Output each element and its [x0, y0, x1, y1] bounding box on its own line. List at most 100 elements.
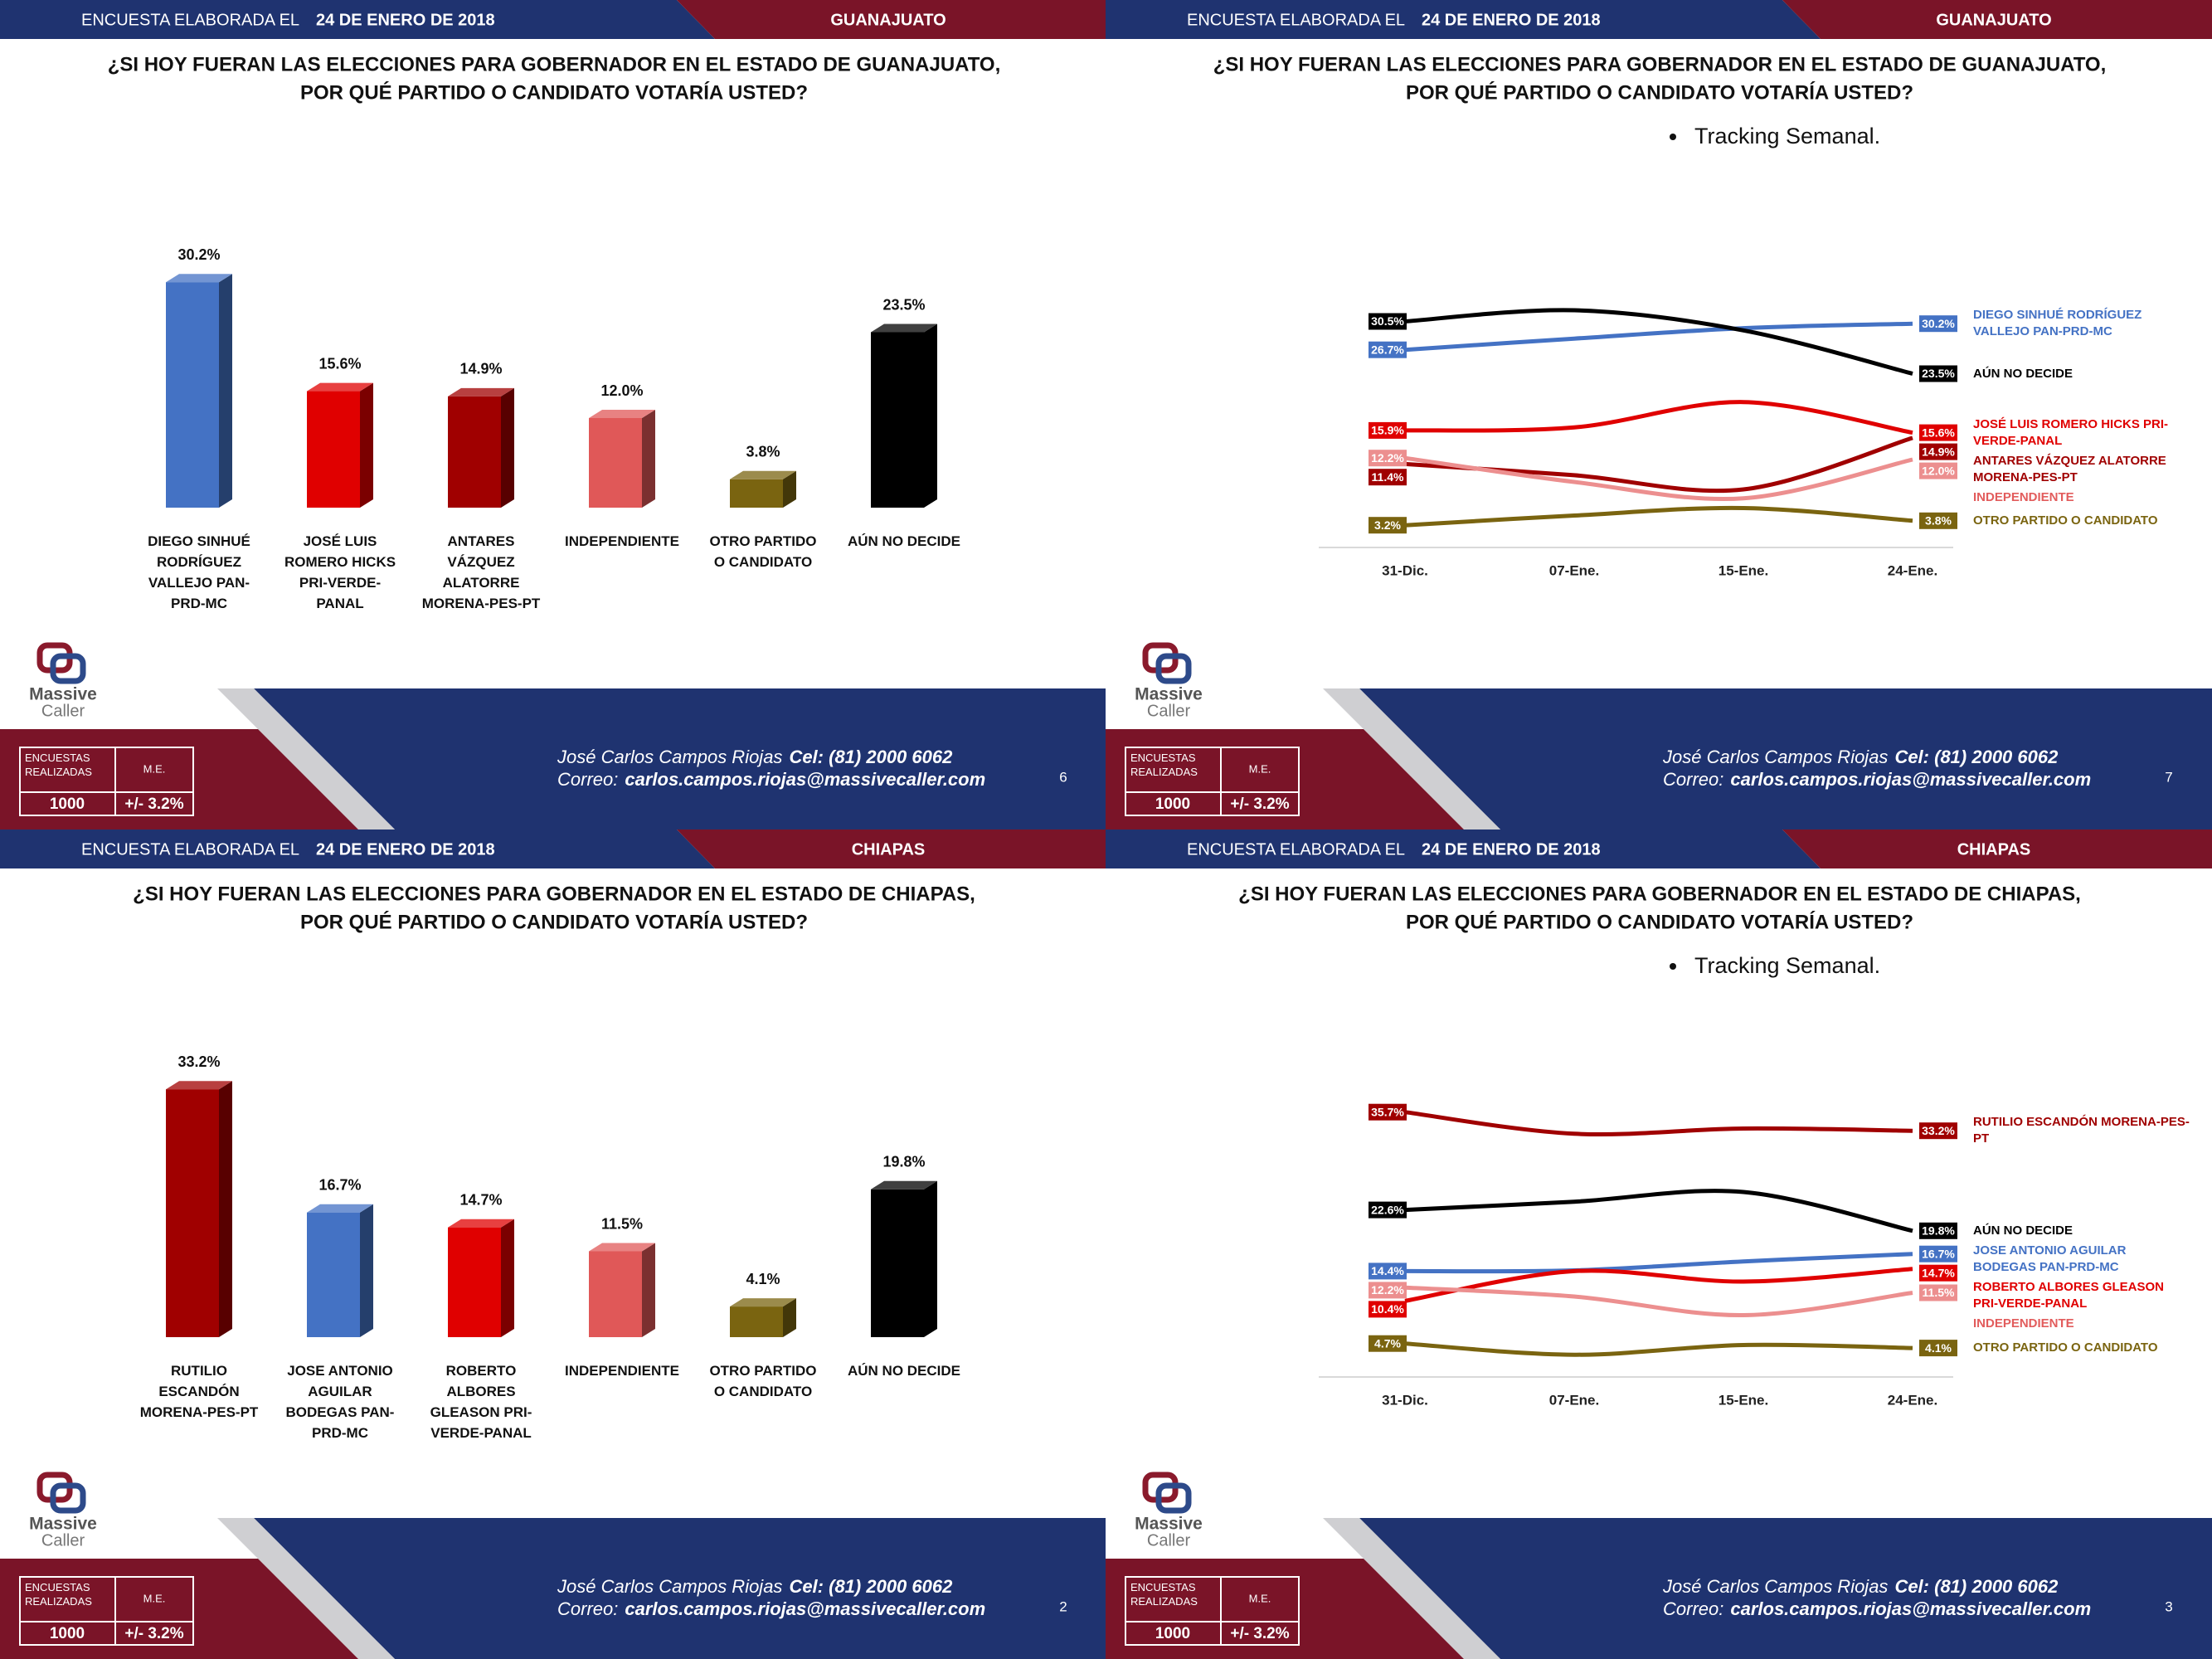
value-box: [1919, 512, 1957, 529]
bar: [307, 1212, 360, 1337]
value-box: [1919, 1222, 1957, 1239]
bar-top: [871, 1180, 937, 1190]
footer-gray: [217, 1518, 395, 1659]
contact-line: José Carlos Campos Riojas Cel: (81) 2000 …: [1662, 1576, 2059, 1597]
bar: [166, 1089, 219, 1337]
bar: [730, 1306, 783, 1337]
contact-name: José Carlos Campos Riojas: [557, 747, 782, 767]
logo-icon-blue: [50, 653, 86, 684]
category-label: OTRO PARTIDO O CANDIDATO: [709, 533, 817, 570]
value-label: 16.7%: [1922, 1247, 1955, 1260]
bar-value-label: 3.8%: [746, 444, 780, 460]
series-line: [1404, 308, 1913, 376]
series-line: [1404, 1110, 1913, 1137]
question-line: ¿SI HOY FUERAN LAS ELECCIONES PARA GOBER…: [133, 883, 975, 905]
category-label: DIEGO SINHUÉ RODRÍGUEZ VALLEJO PAN-PRD-M…: [148, 533, 250, 611]
legend-label-box: OTRO PARTIDO O CANDIDATO: [1973, 513, 2158, 528]
header-date: 24 DE ENERO DE 2018: [316, 11, 495, 29]
email: carlos.campos.riojas@massivecaller.com: [625, 1598, 985, 1619]
series-line: [1404, 1189, 1913, 1233]
survey-table: [1125, 747, 1300, 816]
value-box: [1369, 1335, 1407, 1352]
logo-brand: Massive: [1135, 1515, 1203, 1534]
footer-gray: [217, 688, 395, 830]
value-box: [1919, 443, 1957, 460]
value-box: [1919, 462, 1957, 479]
page-number: 7: [2165, 769, 2172, 785]
value-label: 30.2%: [1922, 317, 1955, 330]
x-tick-label: 07-Ene.: [1549, 562, 1599, 578]
category-label: OTRO PARTIDO O CANDIDATO: [709, 1363, 817, 1399]
bar-value-label: 16.7%: [318, 1176, 361, 1193]
survey-table: [19, 1576, 194, 1646]
question-line: ¿SI HOY FUERAN LAS ELECCIONES PARA GOBER…: [1213, 53, 2107, 75]
table-header: M.E.: [1249, 1592, 1271, 1604]
legend-label: OTRO PARTIDO O CANDIDATO: [1973, 1340, 2158, 1355]
bar-top: [730, 1298, 796, 1307]
footer-blue: [254, 1518, 1106, 1659]
value-label: 11.4%: [1372, 470, 1404, 484]
bar: [730, 479, 783, 508]
category-label-box: ANTARES VÁZQUEZ ALATORRE MORENA-PES-PT: [422, 533, 541, 611]
table-header: ENCUESTAS REALIZADAS: [1130, 1581, 1198, 1608]
contact-name: José Carlos Campos Riojas: [1662, 1576, 1888, 1597]
value-label: 11.5%: [1923, 1286, 1955, 1299]
category-label-box: JOSE ANTONIO AGUILAR BODEGAS PAN-PRD-MC: [286, 1363, 395, 1441]
value-box: [1369, 1262, 1407, 1280]
bar-top: [166, 1081, 232, 1090]
bar: [448, 1227, 501, 1337]
contact-phone: Cel: (81) 2000 6062: [789, 1576, 953, 1597]
question-line: ¿SI HOY FUERAN LAS ELECCIONES PARA GOBER…: [1238, 883, 2081, 905]
series-line: [1404, 1252, 1913, 1274]
bar: [589, 1251, 642, 1337]
contact-phone: Cel: (81) 2000 6062: [1894, 747, 2059, 767]
header-region: GUANAJUATO: [1936, 11, 2051, 29]
header-red: [677, 0, 1106, 39]
legend-label-box: OTRO PARTIDO O CANDIDATO: [1973, 1340, 2158, 1355]
value-box: [1369, 313, 1407, 330]
value-label: 12.2%: [1371, 451, 1404, 465]
bar-side: [642, 410, 655, 508]
bar-side: [219, 1081, 232, 1337]
header-region: CHIAPAS: [1957, 840, 2031, 859]
header-region: CHIAPAS: [852, 840, 926, 859]
header-region: GUANAJUATO: [830, 11, 946, 29]
bar-value-label: 23.5%: [882, 296, 925, 313]
contact-name: José Carlos Campos Riojas: [557, 1576, 782, 1597]
footer-blue: [1359, 688, 2212, 830]
page-number: 3: [2165, 1598, 2172, 1614]
question-line: POR QUÉ PARTIDO O CANDIDATO VOTARÍA USTE…: [1406, 910, 1913, 933]
bar-side: [501, 1219, 514, 1337]
category-label-box: DIEGO SINHUÉ RODRÍGUEZ VALLEJO PAN-PRD-M…: [148, 533, 250, 611]
bar-value-label: 15.6%: [318, 355, 361, 372]
value-box: [1369, 1282, 1407, 1299]
value-box: [1919, 1264, 1957, 1282]
bar-side: [783, 470, 796, 508]
value-label: 3.2%: [1374, 518, 1401, 532]
header-date: 24 DE ENERO DE 2018: [316, 840, 495, 859]
footer-blue: [254, 688, 1106, 830]
logo-icon-blue: [1155, 653, 1192, 684]
value-box: [1369, 517, 1407, 534]
value-label: 15.9%: [1371, 424, 1404, 437]
logo-brand: Massive: [29, 1515, 97, 1534]
value-box: [1919, 424, 1957, 441]
slide: ENCUESTA ELABORADA EL 24 DE ENERO DE 2018…: [0, 0, 1106, 830]
bar-value-label: 14.7%: [459, 1191, 502, 1208]
bar-top: [730, 470, 796, 479]
bar-top: [589, 410, 655, 418]
table-header-box: ENCUESTAS REALIZADAS: [1130, 752, 1198, 778]
bar: [589, 418, 642, 508]
legend-label: RUTILIO ESCANDÓN MORENA-PES-PT: [1973, 1115, 2190, 1146]
table-header: ENCUESTAS REALIZADAS: [25, 752, 92, 778]
value-label: 14.4%: [1371, 1264, 1404, 1277]
bar-top: [448, 1219, 514, 1228]
page-number: 2: [1059, 1598, 1067, 1614]
contact-phone: Cel: (81) 2000 6062: [789, 747, 953, 767]
legend-label-box: JOSE ANTONIO AGUILAR BODEGAS PAN-PRD-MC: [1973, 1243, 2126, 1274]
category-label: INDEPENDIENTE: [565, 1363, 679, 1379]
x-tick-label: 31-Dic.: [1382, 562, 1428, 578]
legend-label-box: AÚN NO DECIDE: [1973, 1224, 2073, 1238]
value-box: [1369, 450, 1407, 467]
